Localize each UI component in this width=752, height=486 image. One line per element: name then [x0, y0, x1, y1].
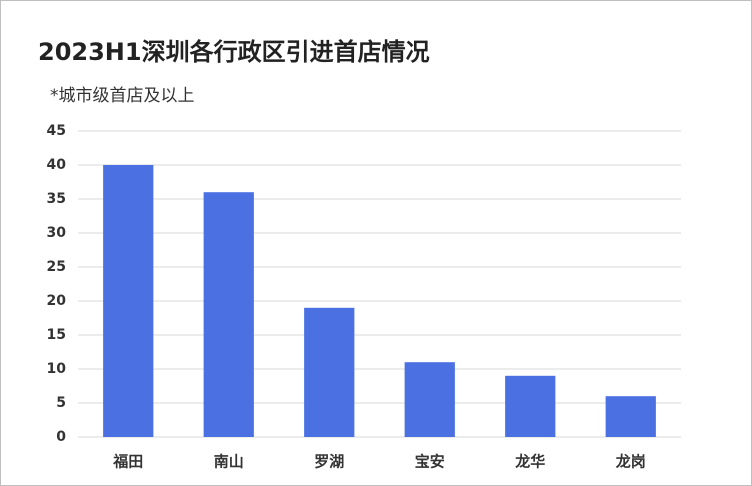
- bar: [404, 362, 455, 437]
- y-tick-label: 45: [47, 123, 66, 139]
- bar: [505, 375, 556, 437]
- y-tick-label: 5: [56, 395, 66, 411]
- x-tick-label: 龙华: [514, 453, 545, 471]
- x-tick-label: 福田: [112, 453, 143, 471]
- bar: [304, 307, 355, 437]
- x-tick-label: 龙岗: [615, 453, 646, 471]
- y-tick-label: 30: [47, 225, 67, 241]
- chart-subtitle: *城市级首店及以上: [50, 86, 195, 106]
- x-tick-label: 罗湖: [314, 453, 344, 471]
- y-tick-label: 25: [47, 259, 66, 275]
- y-tick-label: 20: [47, 293, 67, 309]
- bar: [605, 396, 656, 437]
- bar: [103, 165, 154, 437]
- x-tick-label: 南山: [214, 453, 244, 471]
- y-tick-label: 10: [47, 361, 67, 377]
- y-tick-label: 35: [47, 191, 66, 207]
- y-tick-label: 0: [56, 429, 66, 445]
- bar: [203, 192, 254, 437]
- chart-title: 2023H1深圳各行政区引进首店情况: [38, 38, 430, 66]
- y-tick-label: 40: [47, 157, 67, 173]
- x-tick-label: 宝安: [415, 453, 445, 471]
- y-tick-label: 15: [47, 327, 66, 343]
